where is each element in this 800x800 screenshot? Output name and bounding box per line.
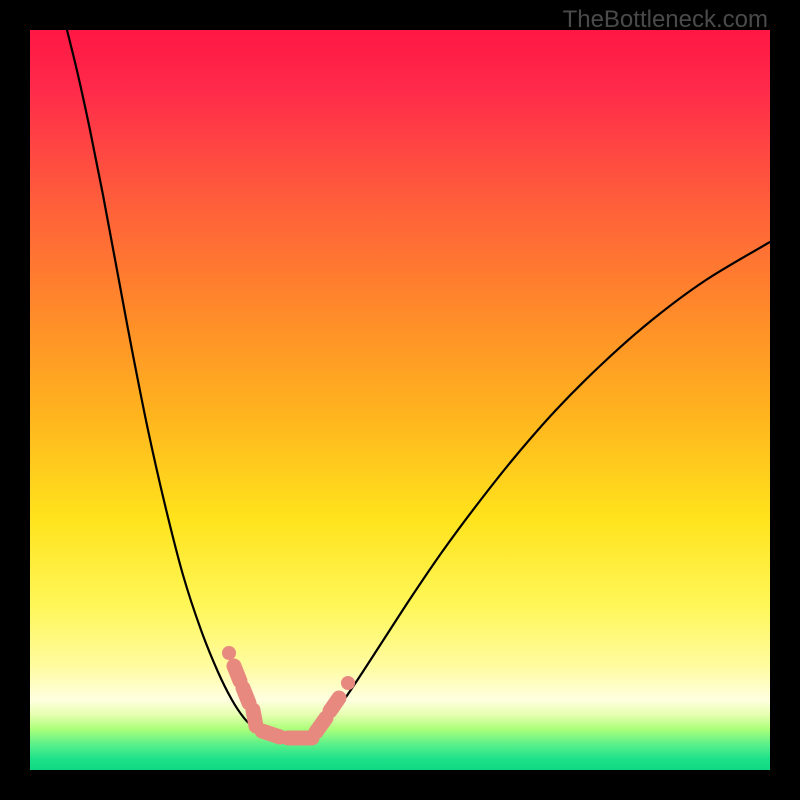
marker-capsule <box>253 710 256 726</box>
curve-right <box>322 242 770 728</box>
watermark-text: TheBottleneck.com <box>563 6 768 34</box>
bottleneck-chart <box>0 0 800 800</box>
marker-capsule <box>262 731 280 737</box>
curve-left <box>67 30 254 728</box>
marker-capsule <box>316 718 326 732</box>
marker-capsule <box>234 666 240 681</box>
marker-dot <box>222 646 236 660</box>
marker-capsule <box>330 698 339 711</box>
marker-dot <box>341 676 355 690</box>
marker-capsule <box>243 688 249 703</box>
